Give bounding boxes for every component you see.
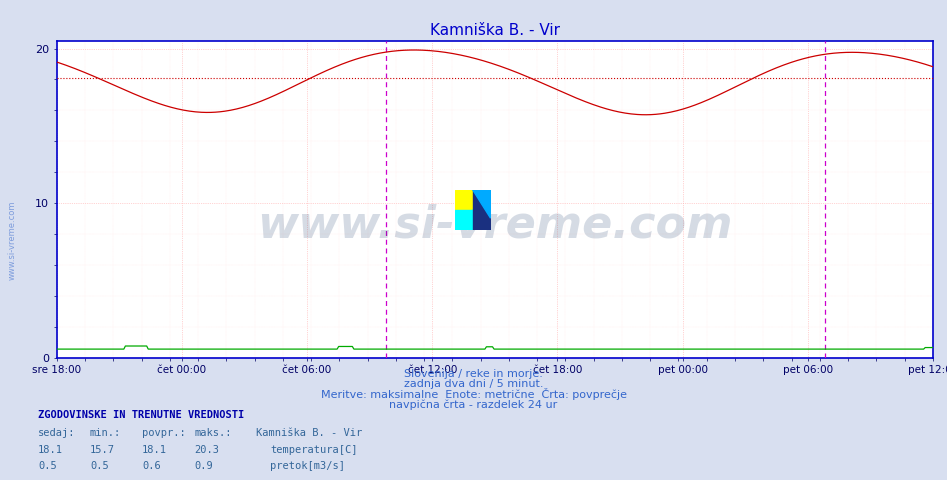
Polygon shape [455,210,473,230]
Text: 18.1: 18.1 [38,444,63,455]
Text: 0.5: 0.5 [38,461,57,471]
Text: www.si-vreme.com: www.si-vreme.com [8,200,17,280]
Polygon shape [455,190,473,210]
Text: www.si-vreme.com: www.si-vreme.com [257,203,733,246]
Text: min.:: min.: [90,428,121,438]
Text: 0.6: 0.6 [142,461,161,471]
Text: sedaj:: sedaj: [38,428,76,438]
Text: ZGODOVINSKE IN TRENUTNE VREDNOSTI: ZGODOVINSKE IN TRENUTNE VREDNOSTI [38,409,244,420]
Text: Slovenija / reke in morje.: Slovenija / reke in morje. [404,369,543,379]
Text: zadnja dva dni / 5 minut.: zadnja dva dni / 5 minut. [403,379,544,389]
Title: Kamniška B. - Vir: Kamniška B. - Vir [430,23,560,38]
Text: 20.3: 20.3 [194,444,219,455]
Text: pretok[m3/s]: pretok[m3/s] [270,461,345,471]
Text: temperatura[C]: temperatura[C] [270,444,357,455]
Text: 15.7: 15.7 [90,444,115,455]
Polygon shape [455,210,473,230]
Text: Kamniška B. - Vir: Kamniška B. - Vir [256,428,362,438]
Text: 18.1: 18.1 [142,444,167,455]
Text: 0.5: 0.5 [90,461,109,471]
Polygon shape [455,190,473,210]
Polygon shape [473,190,491,230]
Text: navpična črta - razdelek 24 ur: navpična črta - razdelek 24 ur [389,400,558,410]
Text: povpr.:: povpr.: [142,428,186,438]
Text: maks.:: maks.: [194,428,232,438]
Text: 0.9: 0.9 [194,461,213,471]
Polygon shape [473,190,491,218]
Text: Meritve: maksimalne  Enote: metrične  Črta: povprečje: Meritve: maksimalne Enote: metrične Črta… [320,388,627,400]
